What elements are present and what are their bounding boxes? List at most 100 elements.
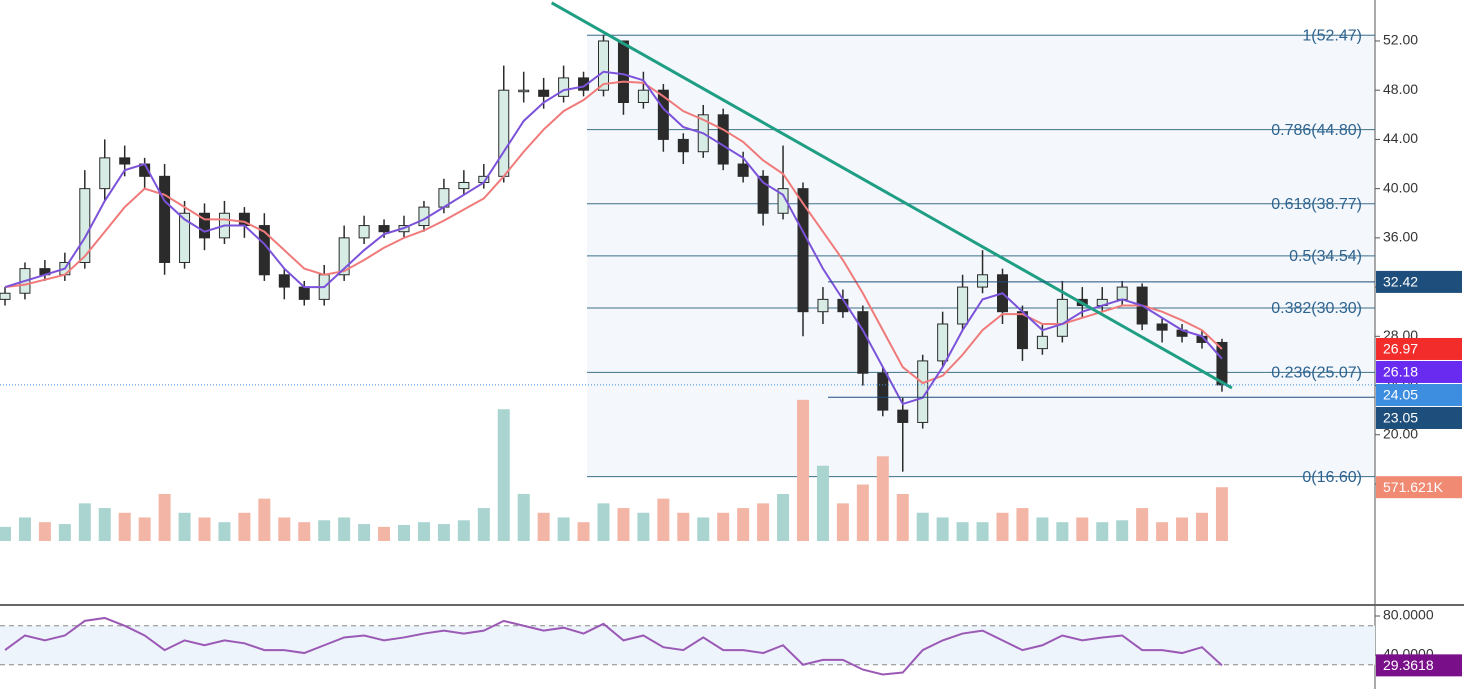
volume-bar bbox=[1215, 487, 1228, 541]
candle-body bbox=[99, 157, 111, 190]
volume-bar bbox=[856, 484, 869, 541]
volume-bar bbox=[896, 493, 909, 541]
candle-body bbox=[79, 188, 91, 263]
candle-body bbox=[817, 298, 829, 313]
volume-bar bbox=[956, 522, 969, 541]
price-badge-label: 26.18 bbox=[1383, 364, 1418, 380]
volume-bar bbox=[677, 512, 690, 541]
candle-body bbox=[458, 181, 470, 190]
volume-bar bbox=[318, 520, 331, 541]
volume-bar bbox=[378, 526, 391, 541]
volume-bar bbox=[1016, 508, 1029, 541]
volume-bar bbox=[657, 498, 670, 541]
volume-bar bbox=[517, 493, 530, 541]
fib-label: 0.382(30.30) bbox=[1271, 300, 1362, 317]
volume-bar bbox=[1156, 522, 1169, 541]
candle-body bbox=[498, 89, 510, 177]
volume-bar bbox=[597, 503, 610, 541]
y-tick-label: 40.00 bbox=[1383, 179, 1418, 195]
candle-body bbox=[1116, 286, 1128, 300]
fib-label: 0.618(38.77) bbox=[1271, 196, 1362, 213]
rsi-line bbox=[4, 616, 1223, 676]
fib-label: 0.786(44.80) bbox=[1271, 122, 1362, 139]
candle-body bbox=[617, 40, 629, 104]
candle-body bbox=[797, 188, 809, 313]
volume-bar bbox=[457, 520, 470, 541]
volume-bar bbox=[916, 512, 929, 541]
volume-bar bbox=[398, 525, 410, 541]
candle-body bbox=[857, 311, 869, 374]
volume-bar bbox=[836, 503, 849, 541]
volume-bar bbox=[1176, 517, 1189, 541]
volume-bar bbox=[497, 409, 510, 541]
volume-bar bbox=[617, 508, 630, 541]
volume-bar bbox=[118, 512, 131, 541]
volume-bar bbox=[58, 524, 71, 541]
candle-body bbox=[657, 89, 669, 140]
price-badge-label: 24.05 bbox=[1383, 387, 1418, 403]
volume-bar bbox=[757, 503, 770, 541]
volume-bar bbox=[1116, 520, 1129, 541]
fib-area bbox=[587, 34, 1375, 476]
volume-bar bbox=[1056, 522, 1069, 541]
volume-bar bbox=[797, 399, 809, 541]
fib-label: 1(52.47) bbox=[1302, 27, 1362, 44]
volume-bar bbox=[238, 512, 251, 541]
y-tick-label: 36.00 bbox=[1383, 229, 1418, 245]
volume-bar bbox=[98, 508, 111, 541]
candle-body bbox=[877, 372, 889, 411]
price-badge-label: 26.97 bbox=[1383, 341, 1418, 357]
candle-body bbox=[598, 40, 609, 91]
fib-label: 0.5(34.54) bbox=[1289, 248, 1362, 265]
volume-bar bbox=[816, 465, 829, 541]
volume-bar bbox=[417, 522, 430, 541]
volume-bar bbox=[976, 522, 989, 541]
volume-bar bbox=[876, 456, 889, 541]
volume-bar bbox=[477, 508, 490, 541]
volume-bar bbox=[697, 517, 710, 541]
price-badge bbox=[1376, 360, 1462, 383]
price-badge bbox=[1376, 337, 1462, 360]
volume-bar bbox=[358, 524, 371, 541]
candle-body bbox=[737, 163, 749, 177]
volume-bar bbox=[18, 517, 31, 541]
candle-body bbox=[1056, 298, 1068, 337]
volume-bar bbox=[537, 512, 550, 541]
price-badge bbox=[1376, 383, 1462, 406]
candle-body bbox=[119, 157, 131, 165]
candle-body bbox=[538, 89, 550, 97]
rsi-band bbox=[0, 625, 1375, 665]
candle-body bbox=[1156, 323, 1168, 331]
volume-bar bbox=[278, 517, 291, 541]
volume-bar bbox=[198, 517, 211, 541]
candle-body bbox=[1016, 311, 1028, 350]
y-tick-label: 48.00 bbox=[1383, 81, 1418, 97]
volume-bar bbox=[138, 517, 151, 541]
candle-body bbox=[757, 175, 769, 214]
volume-bar bbox=[437, 524, 450, 541]
volume-bar bbox=[777, 493, 790, 541]
candle-body bbox=[717, 114, 729, 165]
trendline bbox=[550, 1, 1233, 390]
volume-bar bbox=[298, 522, 311, 541]
candle-body bbox=[777, 188, 789, 214]
price-badge-label: 32.42 bbox=[1383, 274, 1418, 290]
rsi-tick-label: 80.0000 bbox=[1383, 607, 1434, 623]
volume-bar bbox=[78, 503, 91, 541]
candle-body bbox=[278, 274, 290, 288]
volume-bar bbox=[637, 512, 650, 541]
volume-bar bbox=[1096, 522, 1109, 541]
candle-body bbox=[0, 292, 11, 300]
volume-bar bbox=[577, 522, 590, 541]
rsi-badge-label: 29.3618 bbox=[1383, 657, 1434, 673]
fib-label: 0.236(25.07) bbox=[1271, 365, 1362, 382]
volume-bar bbox=[1196, 512, 1208, 541]
y-tick-label: 52.00 bbox=[1383, 32, 1418, 48]
candle-body bbox=[897, 409, 909, 423]
volume-badge-label: 571.621K bbox=[1383, 479, 1444, 495]
volume-bar bbox=[717, 512, 730, 541]
volume-bar bbox=[158, 493, 171, 541]
volume-bar bbox=[1136, 508, 1149, 541]
volume-bar bbox=[557, 517, 570, 541]
